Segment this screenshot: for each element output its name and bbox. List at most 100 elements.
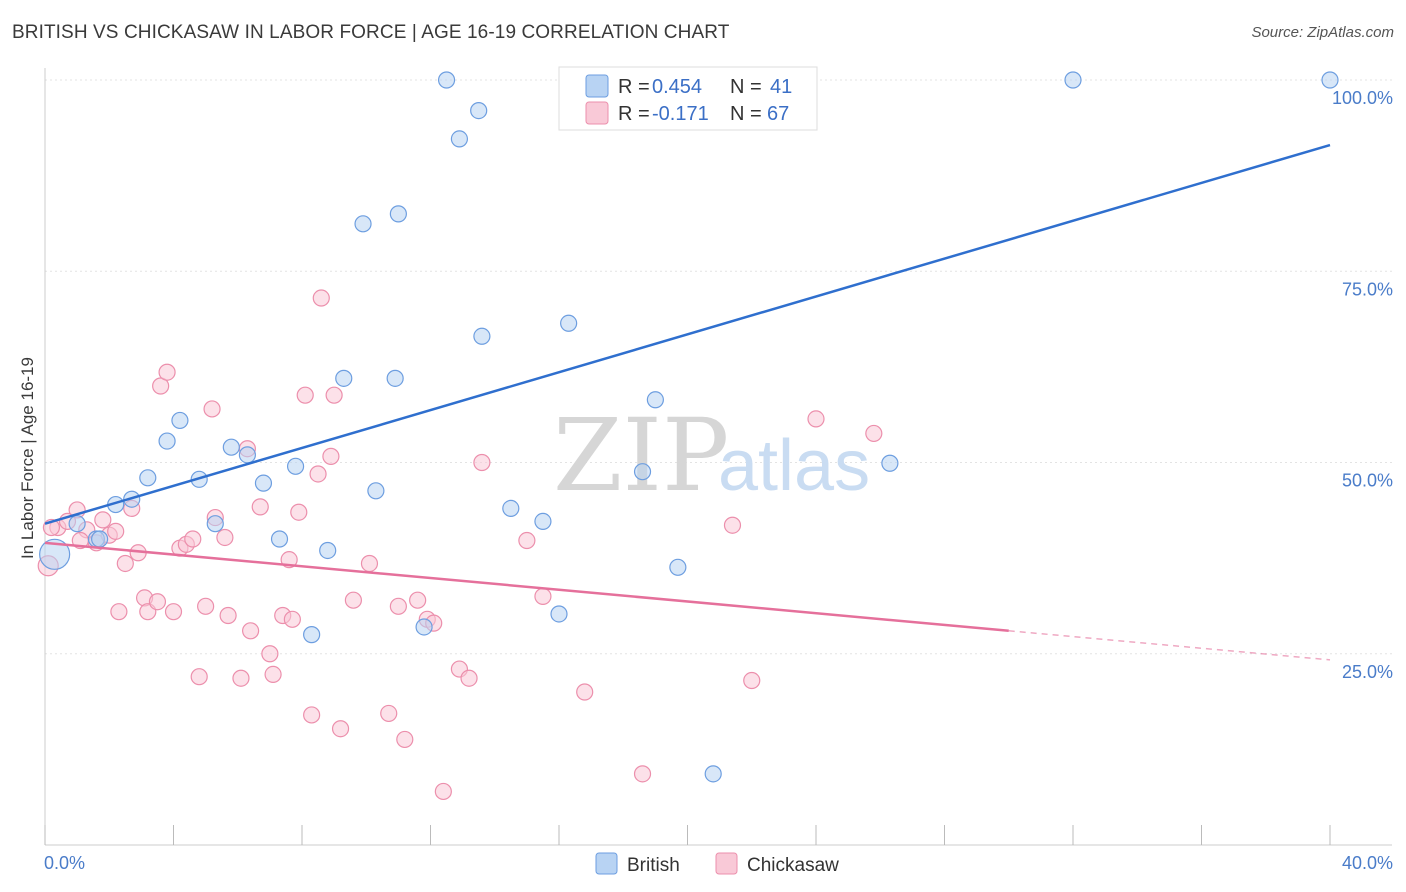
british-point: [158, 432, 176, 450]
y-tick-label: 25.0%: [1342, 662, 1393, 682]
chickasaw-point: [290, 503, 308, 521]
chickasaw-point: [322, 447, 340, 465]
chickasaw-point: [807, 410, 825, 428]
british-point: [319, 541, 337, 560]
trend-lines: [44, 143, 1331, 661]
legend-british-r-label: R =: [618, 76, 650, 98]
chickasaw-point: [251, 498, 269, 516]
chickasaw-point: [360, 554, 379, 573]
chickasaw-point: [116, 554, 134, 573]
british-point: [254, 474, 273, 492]
british-point: [550, 605, 568, 623]
chickasaw-point: [107, 522, 125, 540]
chickasaw-point: [164, 603, 183, 621]
chickasaw-point: [344, 591, 362, 609]
british-point: [1064, 71, 1082, 89]
bottom-legend-chickasaw: Chickasaw: [747, 855, 839, 876]
grid-lines: [45, 79, 1392, 655]
source-credit: Source: ZipAtlas.com: [1251, 24, 1394, 41]
chickasaw-point: [396, 730, 414, 749]
y-axis-label: In Labor Force | Age 16-19: [18, 357, 37, 559]
watermark-atlas: atlas: [718, 426, 870, 506]
british-point: [39, 538, 71, 570]
legend-british-n-label: N =: [730, 76, 762, 98]
british-trend-line: [44, 143, 1331, 525]
chickasaw-point: [110, 603, 128, 621]
legend-chickasaw-r-label: R =: [618, 103, 650, 125]
british-point: [669, 558, 687, 576]
chickasaw-point: [261, 645, 279, 663]
british-point: [222, 438, 240, 456]
bottom-legend: British Chickasaw: [595, 852, 839, 876]
x-tick-label: 40.0%: [1342, 853, 1393, 873]
british-point: [367, 482, 385, 500]
chickasaw-point: [148, 593, 167, 611]
legend-chickasaw-n-label: N =: [730, 103, 762, 125]
chart-title: BRITISH VS CHICKASAW IN LABOR FORCE | AG…: [12, 22, 730, 43]
chickasaw-point: [152, 377, 170, 395]
british-point: [437, 71, 456, 89]
legend-swatch-chickasaw: [585, 101, 609, 125]
british-point: [1321, 71, 1339, 89]
british-point: [139, 469, 157, 487]
legend-box: R = 0.454 N = 41 R = -0.171 N = 67: [558, 66, 818, 131]
chickasaw-point: [184, 530, 202, 548]
bottom-legend-british: British: [627, 855, 680, 876]
british-point: [270, 530, 289, 548]
chickasaw-point: [380, 704, 398, 723]
chickasaw-point: [389, 597, 407, 615]
chickasaw-point: [473, 453, 491, 472]
chickasaw-point: [723, 516, 742, 534]
british-point: [91, 530, 109, 548]
chickasaw-point: [534, 587, 552, 605]
axes: [44, 68, 1392, 846]
chickasaw-point: [296, 386, 314, 404]
british-point: [286, 457, 305, 475]
legend-british-r-value: 0.454: [652, 76, 702, 98]
chickasaw-point: [331, 720, 350, 738]
british-point: [646, 391, 664, 409]
chickasaw-point: [460, 669, 478, 687]
british-point: [415, 618, 433, 636]
british-point: [473, 327, 491, 345]
chickasaw-point: [283, 610, 301, 628]
legend-swatch-british: [585, 74, 609, 98]
legend-chickasaw-r-value: -0.171: [652, 103, 709, 125]
watermark: ZIP atlas: [553, 397, 870, 514]
british-point: [354, 215, 372, 233]
chickasaw-trend-line: [44, 541, 1009, 633]
chickasaw-point: [219, 606, 237, 625]
chickasaw-point: [303, 706, 321, 724]
british-point: [303, 626, 321, 644]
british-point: [633, 463, 652, 481]
british-point: [171, 411, 189, 430]
british-point: [68, 515, 86, 533]
chickasaw-point: [216, 528, 234, 547]
y-tick-label: 50.0%: [1342, 471, 1393, 491]
british-point: [386, 369, 404, 387]
chickasaw-point: [190, 668, 208, 686]
british-point: [470, 101, 488, 120]
chickasaw-point: [158, 363, 176, 381]
chickasaw-point: [232, 669, 250, 687]
chickasaw-point: [203, 400, 221, 418]
series-chickasaw: [37, 289, 883, 801]
x-tick-label: 0.0%: [44, 853, 85, 873]
british-point: [881, 454, 899, 472]
chickasaw-point: [94, 511, 112, 529]
chickasaw-point: [743, 671, 761, 690]
british-point: [704, 765, 722, 783]
bottom-legend-swatch-chickasaw: [715, 852, 738, 875]
x-tick-labels: 0.0% 40.0%: [44, 853, 1393, 873]
chickasaw-point: [576, 683, 594, 701]
chickasaw-point: [518, 531, 536, 550]
bottom-legend-swatch-british: [595, 852, 618, 875]
british-point: [238, 446, 256, 464]
chickasaw-point: [197, 597, 215, 615]
chickasaw-point: [264, 665, 282, 684]
british-point: [502, 499, 520, 517]
watermark-zip: ZIP: [553, 397, 729, 514]
british-point: [335, 369, 353, 387]
y-tick-labels: 25.0% 50.0% 75.0% 100.0%: [1332, 88, 1393, 682]
